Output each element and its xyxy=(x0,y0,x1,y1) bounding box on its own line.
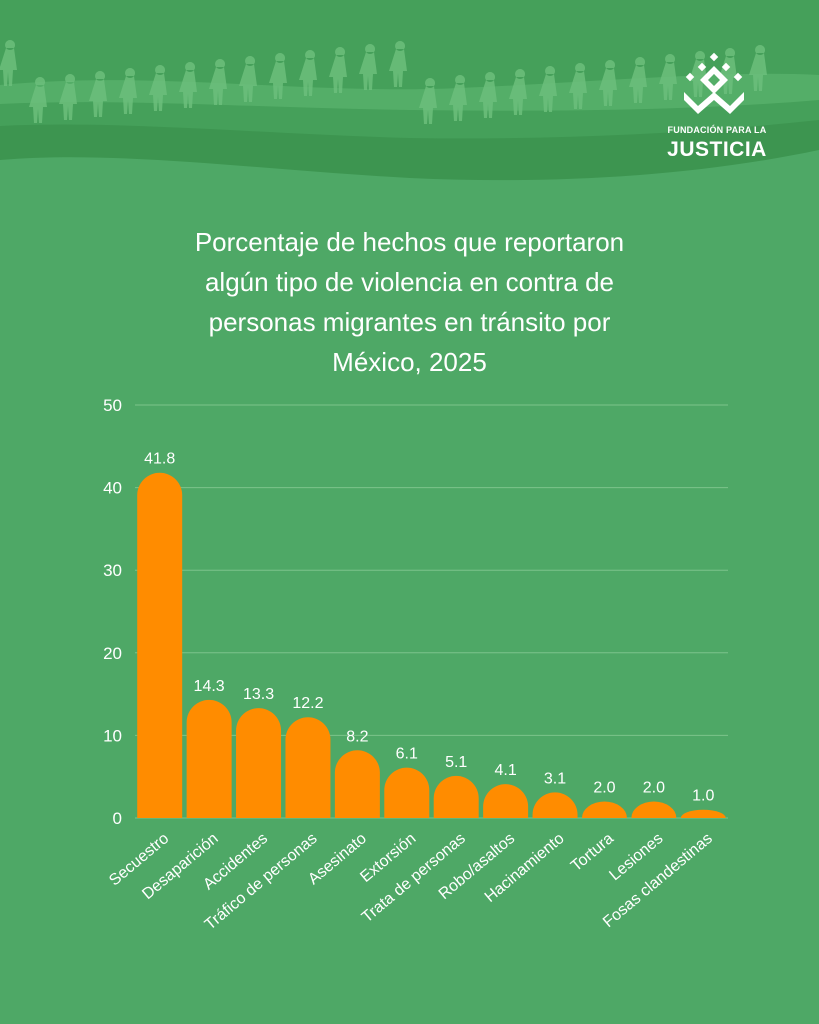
migrant-silhouette xyxy=(659,54,677,100)
migrant-silhouette xyxy=(479,72,497,118)
migrant-silhouette xyxy=(269,53,287,99)
data-label: 14.3 xyxy=(194,678,225,695)
header-illustration xyxy=(0,0,819,181)
migrant-silhouette xyxy=(149,65,167,111)
logo-icon xyxy=(684,52,744,114)
migrant-silhouette xyxy=(239,56,257,102)
migrant-silhouette xyxy=(299,50,317,96)
migrant-silhouettes xyxy=(0,40,767,124)
data-label: 6.1 xyxy=(396,746,418,763)
migrant-silhouette xyxy=(449,75,467,121)
migrant-silhouette xyxy=(569,63,587,109)
data-label: 1.0 xyxy=(692,788,714,805)
logo-text-line2: JUSTICIA xyxy=(667,138,767,161)
bar xyxy=(186,699,232,818)
migrant-silhouette xyxy=(329,47,347,93)
logo-text-line1: FUNDACIÓN PARA LA xyxy=(667,125,767,135)
migrant-silhouette xyxy=(419,78,437,124)
migrant-silhouette xyxy=(599,60,617,106)
migrant-silhouette xyxy=(389,41,407,87)
data-label: 41.8 xyxy=(144,451,175,468)
chart-title-line: Porcentaje de hechos que reportaron xyxy=(194,227,625,257)
y-tick-label: 0 xyxy=(113,809,122,828)
bar xyxy=(285,717,331,818)
data-label: 2.0 xyxy=(593,779,615,796)
migrant-silhouette xyxy=(89,71,107,117)
migrant-silhouette xyxy=(179,62,197,108)
migrant-silhouette xyxy=(0,40,17,86)
migrant-silhouette xyxy=(119,68,137,114)
migrant-silhouette xyxy=(359,44,377,90)
bar xyxy=(581,801,627,818)
bar-chart: 41.8 14.3 13.3 12.2 8.2 6.1 5.1 4.1 3.1 2.0 2.0 1.0… xyxy=(103,396,728,934)
bar xyxy=(631,801,677,818)
chart-title: Porcentaje de hechos que reportaron algú… xyxy=(120,222,699,382)
migrant-silhouette xyxy=(59,74,77,120)
migrant-silhouette xyxy=(29,77,47,123)
migrant-silhouette xyxy=(539,66,557,112)
data-label: 12.2 xyxy=(292,695,323,712)
y-tick-label: 50 xyxy=(103,396,122,415)
chart-title-line: México, 2025 xyxy=(332,347,487,377)
y-tick-label: 30 xyxy=(103,561,122,580)
data-label: 3.1 xyxy=(544,770,566,787)
chart-title-line: algún tipo de violencia en contra de xyxy=(204,267,615,297)
fundacion-logo: FUNDACIÓN PARA LA JUSTICIA xyxy=(662,52,772,162)
y-tick-label: 40 xyxy=(103,479,122,498)
bar xyxy=(334,750,380,818)
chart-title-line: personas migrantes en tránsito por xyxy=(208,307,611,337)
bar xyxy=(137,472,183,818)
migrant-silhouette xyxy=(749,45,767,91)
bar xyxy=(433,775,479,818)
migrant-silhouette xyxy=(209,59,227,105)
bar xyxy=(384,767,430,818)
migrant-silhouette xyxy=(509,69,527,115)
bar xyxy=(236,708,282,818)
data-label: 13.3 xyxy=(243,686,274,703)
bar xyxy=(680,809,726,818)
data-label: 8.2 xyxy=(346,728,368,745)
data-label: 5.1 xyxy=(445,754,467,771)
y-tick-label: 10 xyxy=(103,726,122,745)
y-tick-label: 20 xyxy=(103,644,122,663)
migrant-silhouette xyxy=(629,57,647,103)
bar xyxy=(483,784,529,818)
data-label: 2.0 xyxy=(643,779,665,796)
data-label: 4.1 xyxy=(495,762,517,779)
migrant-silhouette xyxy=(689,51,707,97)
bar xyxy=(532,792,578,818)
